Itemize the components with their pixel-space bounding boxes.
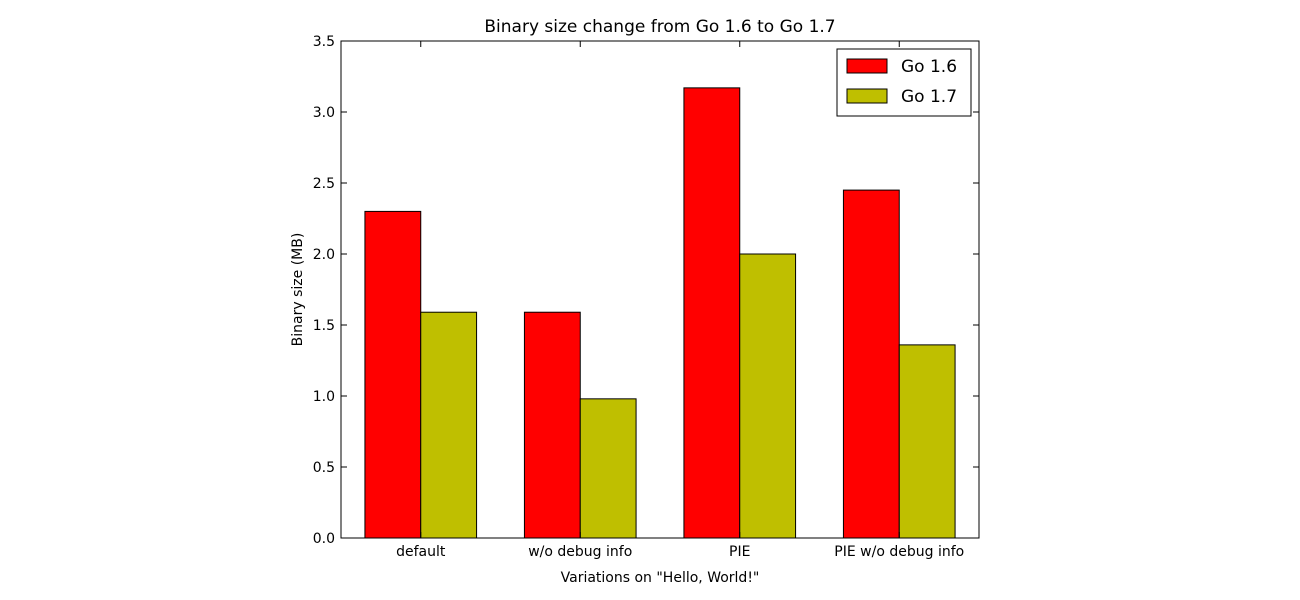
legend-label-0: Go 1.6 <box>901 57 957 77</box>
y-axis: 0.0 0.5 1.0 1.5 2.0 2.5 3.0 3.5 <box>313 34 979 547</box>
legend: Go 1.6 Go 1.7 <box>836 48 972 117</box>
x-tick-label: PIE w/o debug info <box>834 544 964 560</box>
y-tick-label: 2.0 <box>313 247 335 263</box>
y-axis-label: Binary size (MB) <box>290 233 306 347</box>
y-tick-label: 3.5 <box>313 34 335 50</box>
y-tick-label: 0.0 <box>313 531 335 547</box>
bar-go16-0 <box>364 210 422 539</box>
bars-group <box>364 87 956 539</box>
bar-go16-1 <box>523 311 581 539</box>
y-tick-label: 1.5 <box>313 318 335 334</box>
bar-go17-0 <box>420 311 478 539</box>
x-axis: default w/o debug info PIE PIE w/o debug in… <box>396 41 964 560</box>
bar-go17-2 <box>739 253 797 539</box>
y-tick-label: 3.0 <box>313 105 335 121</box>
x-tick-label: default <box>396 544 446 560</box>
legend-label-1: Go 1.7 <box>901 87 957 107</box>
y-tick-label: 2.5 <box>313 176 335 192</box>
x-axis-label: Variations on "Hello, World!" <box>561 570 760 586</box>
x-tick-label: PIE <box>729 544 750 560</box>
plot-frame <box>340 40 980 539</box>
bar-go16-2 <box>683 87 741 539</box>
bar-go17-3 <box>898 344 956 539</box>
y-tick-label: 1.0 <box>313 389 335 405</box>
y-tick-label: 0.5 <box>313 460 335 476</box>
legend-swatch-1 <box>846 88 888 104</box>
chart-title: Binary size change from Go 1.6 to Go 1.7 <box>484 17 835 37</box>
legend-swatch-0 <box>846 58 888 74</box>
bar-go16-3 <box>842 189 900 539</box>
x-tick-label: w/o debug info <box>528 544 632 560</box>
bar-go17-1 <box>579 398 637 539</box>
